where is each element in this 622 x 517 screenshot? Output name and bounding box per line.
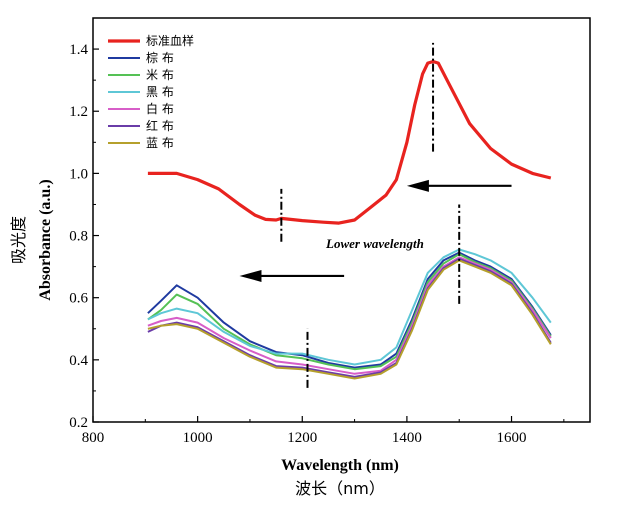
x-axis-title-cn: 波长（nm） [295,479,385,498]
series-line [147,256,552,375]
y-tick-label: 1.2 [69,104,88,120]
series-line [147,248,552,366]
y-tick-label: 0.4 [69,353,88,369]
y-tick-label: 0.8 [69,229,88,245]
legend-label: 白 布 [146,101,174,116]
series-line [147,259,552,380]
x-tick-label: 1400 [392,430,422,446]
y-tick-label: 0.2 [69,415,88,431]
x-tick-label: 1200 [287,430,317,446]
x-tick-label: 800 [82,430,105,446]
legend-label: 标准血样 [146,33,194,48]
legend-label: 红 布 [146,118,174,133]
legend-label: 棕 布 [146,50,174,65]
series-line [147,251,552,369]
y-tick-label: 1.4 [69,42,88,58]
arrow-head [239,269,262,282]
arrow-head [406,179,429,192]
series-line [147,257,552,378]
y-axis-title-cn: 吸光度 [9,216,28,264]
y-axis-title: Absorbance (a.u.) [37,179,54,300]
legend-label: 黑 布 [146,85,174,99]
legend-label: 蓝 布 [146,136,174,150]
x-axis-title: Wavelength (nm) [281,457,399,474]
x-tick-label: 1000 [183,430,213,446]
x-tick-label: 1600 [497,430,527,446]
y-tick-label: 1.0 [69,166,88,182]
y-tick-label: 0.6 [69,291,88,307]
plot-frame [92,17,591,423]
series-line [147,253,552,371]
annotation-lower-wavelength: Lower wavelength [325,236,424,251]
series-line [147,59,552,225]
legend-label: 米 布 [146,68,174,82]
